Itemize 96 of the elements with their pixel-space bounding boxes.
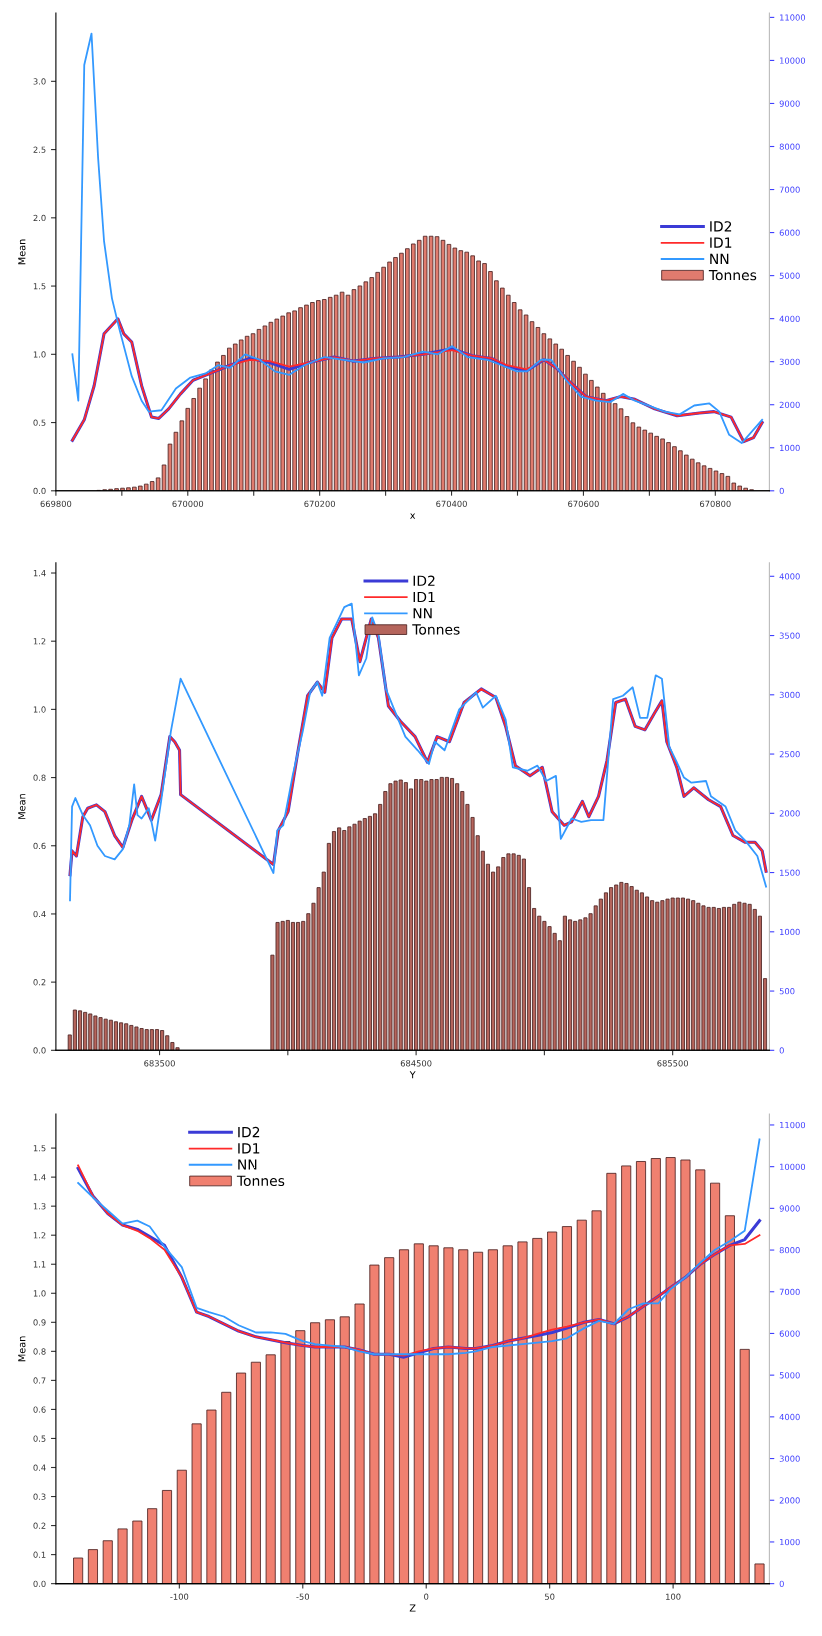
y2-tick-label: 3000 xyxy=(779,691,800,699)
y2-tick-label: 7000 xyxy=(779,186,800,193)
y-tick-label: 0.8 xyxy=(33,774,46,781)
y2-tick-label: 11000 xyxy=(780,1121,806,1129)
legend-label: ID2 xyxy=(238,1126,260,1138)
y-tick-label: 1.2 xyxy=(33,1232,46,1239)
y2-tick-label: 2000 xyxy=(779,810,800,817)
y-tick-label: 1.0 xyxy=(33,706,46,713)
y2-tick-label: 7000 xyxy=(779,1288,800,1296)
y2-tick-label: 3000 xyxy=(779,358,800,365)
y2-tick-label: 1000 xyxy=(780,1538,800,1546)
x-tick-label: -100 xyxy=(170,1593,189,1600)
x-tick-label: 683500 xyxy=(144,1060,175,1067)
y2-tick-label: 0 xyxy=(779,1047,784,1054)
legend-label: Tonnes xyxy=(236,1175,285,1187)
legend-label: NN xyxy=(710,253,729,264)
y-tick-label: 0.0 xyxy=(33,487,46,495)
y2-tick-label: 2000 xyxy=(779,1497,800,1504)
y-axis-title: Mean xyxy=(18,1336,26,1362)
y-tick-label: 1.0 xyxy=(33,351,46,358)
y-tick-label: 2.0 xyxy=(33,214,46,222)
legend-label: ID2 xyxy=(413,575,435,586)
y-tick-label: 0.6 xyxy=(33,842,46,850)
y2-tick-label: 9000 xyxy=(779,1205,800,1212)
x-tick-label: -50 xyxy=(296,1593,310,1600)
y-tick-label: 2.5 xyxy=(33,146,46,153)
y-tick-label: 0.0 xyxy=(33,1580,46,1587)
y-axis-title: Mean xyxy=(18,794,26,819)
x-tick-label: 670000 xyxy=(172,500,204,507)
y-tick-label: 0.5 xyxy=(33,419,46,426)
y2-tick-label: 10000 xyxy=(780,57,806,64)
legend-label: NN xyxy=(413,608,432,619)
y2-tick-label: 2000 xyxy=(779,401,800,409)
y2-tick-label: 0 xyxy=(779,1580,784,1587)
y-tick-label: 0.2 xyxy=(33,1522,46,1529)
legend-label: ID1 xyxy=(413,591,435,603)
x-tick-label: 0 xyxy=(424,1593,429,1600)
x-tick-label: 50 xyxy=(545,1593,555,1600)
legend-label: Tonnes xyxy=(708,269,757,281)
y-tick-label: 1.2 xyxy=(33,638,46,645)
y2-tick-label: 9000 xyxy=(779,100,800,107)
y-tick-label: 0.1 xyxy=(33,1551,46,1558)
x-tick-label: 670800 xyxy=(700,500,731,507)
y2-tick-label: 0 xyxy=(779,487,784,495)
y2-tick-label: 1500 xyxy=(780,869,800,876)
y2-tick-label: 1000 xyxy=(780,928,800,936)
x-tick-label: 670400 xyxy=(436,500,467,507)
y2-tick-label: 6000 xyxy=(779,229,800,236)
x-tick-label: 685500 xyxy=(657,1060,689,1067)
y2-tick-label: 4000 xyxy=(779,315,800,322)
x-tick-label: 100 xyxy=(666,1593,681,1600)
y-tick-label: 1.4 xyxy=(33,570,46,577)
y-tick-label: 1.0 xyxy=(33,1290,46,1297)
legend-label: NN xyxy=(238,1159,257,1170)
y-tick-label: 1.3 xyxy=(33,1203,46,1210)
y-tick-label: 0.6 xyxy=(33,1406,46,1413)
x-axis-title: Z xyxy=(409,1604,416,1612)
y2-tick-label: 10000 xyxy=(780,1163,806,1170)
legend-label: Tonnes xyxy=(412,624,460,635)
y-tick-label: 0.0 xyxy=(33,1047,46,1054)
y-tick-label: 0.5 xyxy=(33,1435,46,1442)
y-tick-label: 1.4 xyxy=(33,1174,46,1181)
y2-tick-label: 8000 xyxy=(779,143,800,150)
y-tick-label: 1.5 xyxy=(33,283,46,290)
y-tick-label: 0.3 xyxy=(33,1493,46,1500)
legend-label: ID1 xyxy=(238,1143,260,1154)
x-tick-label: 670200 xyxy=(304,500,336,507)
legend-label: ID1 xyxy=(710,237,732,248)
x-axis-title: x xyxy=(410,513,416,519)
y2-tick-label: 500 xyxy=(779,988,795,995)
y-tick-label: 0.4 xyxy=(33,910,46,918)
y-tick-label: 0.9 xyxy=(33,1319,46,1326)
x-tick-label: 684500 xyxy=(400,1060,432,1067)
x-axis-title: Y xyxy=(409,1071,416,1079)
y-axis-title: Mean xyxy=(18,239,26,265)
x-tick-label: 670600 xyxy=(568,500,599,507)
y2-tick-label: 5000 xyxy=(779,272,800,279)
y-tick-label: 0.8 xyxy=(33,1348,46,1355)
legend-label: ID2 xyxy=(710,221,732,232)
y-tick-label: 3.0 xyxy=(33,78,46,85)
y-tick-label: 0.7 xyxy=(33,1377,46,1384)
y2-tick-label: 2500 xyxy=(779,751,800,758)
y-tick-label: 0.4 xyxy=(33,1464,46,1471)
y2-tick-label: 4000 xyxy=(779,573,800,580)
y2-tick-label: 6000 xyxy=(779,1330,800,1337)
y2-tick-label: 3000 xyxy=(779,1455,800,1462)
y-tick-label: 0.2 xyxy=(33,979,46,986)
x-tick-label: 669800 xyxy=(40,500,72,507)
y2-tick-label: 8000 xyxy=(779,1247,800,1254)
y2-tick-label: 11000 xyxy=(780,14,806,21)
y2-tick-label: 4000 xyxy=(779,1413,800,1421)
y2-tick-label: 3500 xyxy=(779,632,800,639)
y2-tick-label: 1000 xyxy=(780,444,800,452)
y-tick-label: 1.5 xyxy=(33,1145,46,1152)
y-tick-label: 1.1 xyxy=(33,1261,46,1268)
y2-tick-label: 5000 xyxy=(779,1372,800,1379)
